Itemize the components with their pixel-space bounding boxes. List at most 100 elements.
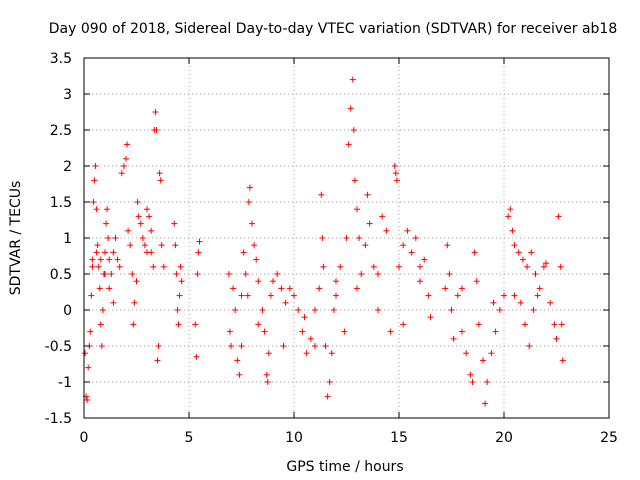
data-point [303, 350, 310, 357]
data-point [412, 235, 419, 241]
y-tick-labels: -1.5 -1 -0.5 0 0.5 1 1.5 2 2.5 3 3.5 [45, 51, 72, 427]
data-point [553, 335, 560, 342]
data-point [408, 249, 415, 256]
data-point [530, 307, 537, 313]
y-axis-label: SDTVAR / TECUs [8, 181, 24, 296]
x-tick-label: 10 [285, 430, 303, 446]
data-point [255, 278, 262, 285]
data-point [362, 242, 369, 249]
data-point [130, 321, 137, 328]
data-point [153, 127, 160, 133]
data-point [301, 314, 308, 321]
data-point [144, 206, 150, 213]
data-point [524, 263, 531, 270]
data-point [88, 292, 95, 299]
data-point [341, 328, 348, 335]
data-point [240, 249, 247, 256]
data-point [358, 271, 365, 277]
data-point [392, 170, 399, 177]
data-point [330, 307, 337, 313]
data-point [261, 328, 268, 335]
data-point [555, 213, 562, 220]
data-point [421, 256, 428, 263]
data-point [98, 343, 105, 349]
data-point [238, 343, 245, 349]
data-point [484, 379, 491, 385]
data-point [480, 357, 486, 364]
chart-title: Day 090 of 2018, Sidereal Day-to-day VTE… [49, 21, 618, 37]
data-point [96, 285, 103, 292]
data-point [267, 292, 274, 299]
data-point [105, 235, 112, 241]
data-point [351, 177, 358, 184]
y-tick-label: 0 [63, 303, 72, 319]
data-point [299, 328, 306, 335]
data-point [253, 256, 260, 263]
data-point [345, 141, 352, 148]
data-point [103, 220, 110, 227]
data-point [417, 278, 423, 285]
data-point [417, 263, 423, 270]
data-point [172, 242, 179, 249]
data-point [133, 278, 140, 285]
data-point [158, 242, 165, 249]
data-point [324, 393, 331, 400]
x-tick-labels: 0 5 10 15 20 25 [80, 430, 618, 446]
data-point [255, 321, 262, 328]
data-point [193, 353, 200, 360]
data-point [425, 292, 432, 299]
data-point [139, 235, 146, 241]
data-point [459, 328, 465, 335]
data-point [383, 227, 390, 234]
data-point [286, 285, 293, 292]
data-point [475, 321, 482, 328]
data-point [265, 350, 272, 357]
data-point [91, 177, 98, 184]
data-point [356, 235, 363, 241]
data-point [178, 278, 185, 285]
data-point [318, 191, 325, 198]
data-point [238, 292, 245, 299]
data-point [108, 271, 115, 277]
data-point [85, 364, 92, 371]
data-point [291, 292, 297, 299]
data-point [225, 271, 232, 277]
data-point [174, 307, 181, 313]
data-point [375, 307, 381, 313]
data-point [249, 220, 255, 227]
data-point [333, 278, 339, 285]
y-tick-label: -0.5 [45, 339, 72, 355]
data-point [226, 328, 233, 335]
data-point [387, 328, 394, 335]
data-point [92, 163, 99, 169]
data-point [543, 260, 549, 267]
data-point [104, 206, 111, 213]
data-point [144, 249, 150, 256]
y-tick-label: 3 [63, 87, 72, 103]
data-point [391, 163, 398, 169]
data-point [195, 249, 202, 256]
data-point [511, 292, 518, 299]
data-point [245, 199, 252, 205]
data-point [496, 307, 503, 313]
data-point [467, 371, 474, 378]
data-point [528, 249, 535, 256]
y-tick-label: 1 [63, 231, 72, 247]
data-point [473, 278, 480, 285]
y-tick-label: 0.5 [50, 267, 72, 283]
data-point [343, 235, 350, 241]
data-point [102, 271, 108, 277]
data-point [427, 314, 434, 321]
data-point [307, 335, 314, 342]
data-point [511, 242, 518, 249]
x-tick-label: 20 [495, 430, 513, 446]
data-point [148, 227, 155, 234]
data-point [459, 285, 465, 292]
data-point [551, 321, 558, 328]
y-tick-label: 3.5 [50, 51, 72, 67]
data-point [99, 307, 106, 313]
data-point [123, 155, 129, 162]
data-point [118, 170, 125, 177]
data-point [522, 321, 528, 328]
